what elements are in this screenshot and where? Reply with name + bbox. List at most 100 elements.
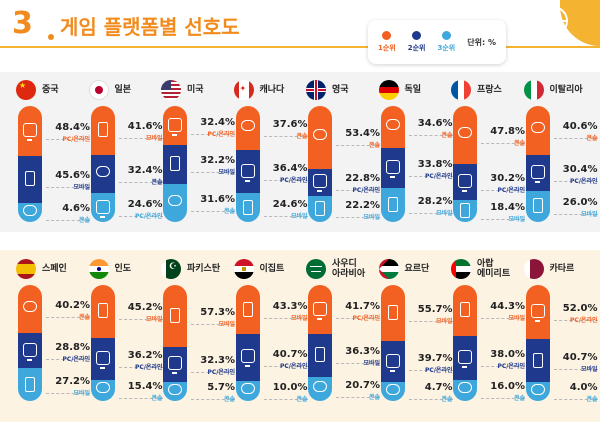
bar-segment-rank3: [18, 202, 42, 222]
country-name: 미국: [187, 85, 204, 95]
percent-label: 32.2%: [200, 155, 235, 167]
rank3-value: 16.0% 콘솔: [485, 381, 525, 402]
leader-line: [263, 215, 308, 217]
rank-bar: [18, 285, 42, 401]
leader-line: [191, 399, 235, 401]
country-name: 영국: [332, 85, 349, 95]
rank-bar: [90, 106, 115, 222]
country-name: 아랍 에미리트: [477, 259, 511, 279]
rank2-value: 30.2% PC/온라인: [485, 173, 525, 194]
rank3-value: 24.6% PC/온라인: [123, 199, 163, 220]
percent-label: 26.0%: [562, 197, 598, 209]
spain-flag-icon: [16, 259, 36, 279]
mobile-icon: [170, 156, 180, 172]
leader-line: [263, 179, 308, 181]
percent-label: 57.3%: [200, 306, 235, 318]
console-icon: [95, 382, 110, 394]
bar-segment-rank3: [308, 195, 332, 222]
bar-segment-rank3: [90, 193, 115, 222]
legend-rank1: 1순위: [378, 31, 396, 53]
console-icon: [240, 382, 255, 394]
console-icon: [313, 380, 327, 392]
leader-line: [408, 175, 453, 177]
country-header: 일본: [88, 76, 163, 104]
rank1-value: 40.6% 콘솔: [558, 121, 598, 142]
country-name: 인도: [114, 264, 132, 274]
leader-line: [263, 365, 308, 367]
leader-line: [553, 214, 598, 216]
leader-line: [46, 317, 90, 319]
platform-label: PC/온라인: [279, 362, 308, 370]
leader-line: [191, 323, 235, 325]
leader-line: [118, 366, 163, 368]
percent-label: 55.7%: [417, 304, 453, 316]
pc-icon: [313, 174, 327, 193]
bar-segment-rank2: [525, 339, 550, 382]
percent-label: 28.2%: [417, 196, 453, 208]
platform-label: 모바일: [580, 365, 598, 373]
platform-label: 콘솔: [78, 217, 90, 225]
country-card: 이집트 43.3% 모바일 40.7% PC/온라인 10.0% 콘솔: [233, 255, 308, 405]
platform-label: 콘솔: [586, 135, 598, 143]
percent-label: 41.6%: [127, 121, 163, 133]
rank-bar: [525, 106, 550, 222]
platform-label: 콘솔: [368, 142, 380, 150]
platform-label: 콘솔: [441, 396, 453, 404]
rank3-value: 4.6% 콘솔: [50, 203, 90, 224]
germany-flag-icon: [378, 80, 399, 100]
rank1-value: 41.6% 모바일: [123, 121, 163, 142]
leader-line: [191, 210, 235, 212]
country-header: 인도: [88, 255, 163, 283]
leader-line: [46, 187, 90, 189]
country-name: 프랑스: [477, 85, 502, 95]
country-header: 프랑스: [451, 76, 525, 104]
bar-segment-rank2: [163, 145, 187, 184]
country-header: 사우디 아라비아: [306, 255, 380, 283]
pc-icon: [95, 350, 110, 369]
percent-label: 4.6%: [62, 203, 90, 215]
rank2-value: 32.3% PC/온라인: [195, 355, 235, 376]
bar-segment-rank2: [18, 155, 42, 203]
legend-rank3-swatch: [441, 31, 451, 40]
rank3-value: 15.4% 콘솔: [123, 381, 163, 402]
bar-segment-rank2: [380, 341, 405, 382]
pc-icon: [240, 163, 255, 182]
china-flag-icon: ★: [16, 80, 36, 100]
platform-label: 모바일: [363, 360, 380, 368]
pc-icon: [530, 304, 545, 323]
leader-line: [481, 398, 525, 400]
mobile-icon: [25, 376, 35, 392]
rank1-value: 32.4% PC/온라인: [195, 117, 235, 138]
platform-label: PC/온라인: [497, 186, 525, 194]
bar-segment-rank1: [163, 285, 187, 347]
percent-label: 45.2%: [127, 302, 163, 314]
percent-label: 40.6%: [562, 121, 598, 133]
platform-label: PC/온라인: [279, 176, 308, 184]
percent-label: 38.0%: [490, 348, 525, 360]
bar-segment-rank2: [453, 163, 477, 200]
jordan-flag-icon: [378, 259, 399, 279]
rank-bar: [163, 106, 187, 222]
platform-label: 모바일: [218, 169, 235, 177]
pc-icon: [385, 159, 400, 178]
percent-label: 36.2%: [127, 349, 163, 361]
country-name: 중국: [42, 85, 59, 95]
leader-line: [191, 133, 235, 135]
rank1-value: 48.4% PC/온라인: [50, 122, 90, 143]
platform-label: 콘솔: [513, 395, 525, 403]
leader-line: [336, 190, 380, 192]
rank3-value: 26.0% 모바일: [558, 197, 598, 218]
platform-label: 모바일: [73, 184, 90, 192]
unit-label: 단위: %: [467, 37, 496, 47]
leader-line: [191, 372, 235, 374]
mobile-icon: [460, 302, 470, 318]
page-title: 게임 플랫폼별 선호도: [60, 15, 240, 39]
rank-bar: [380, 285, 405, 401]
platform-label: PC/온라인: [424, 366, 453, 374]
rank3-value: 18.4% 모바일: [485, 202, 525, 223]
console-icon: [458, 126, 472, 138]
country-header: 미국: [161, 76, 235, 104]
percent-label: 20.7%: [345, 379, 380, 391]
rank1-value: 44.3% 모바일: [485, 301, 525, 322]
platform-label: 모바일: [363, 213, 380, 221]
